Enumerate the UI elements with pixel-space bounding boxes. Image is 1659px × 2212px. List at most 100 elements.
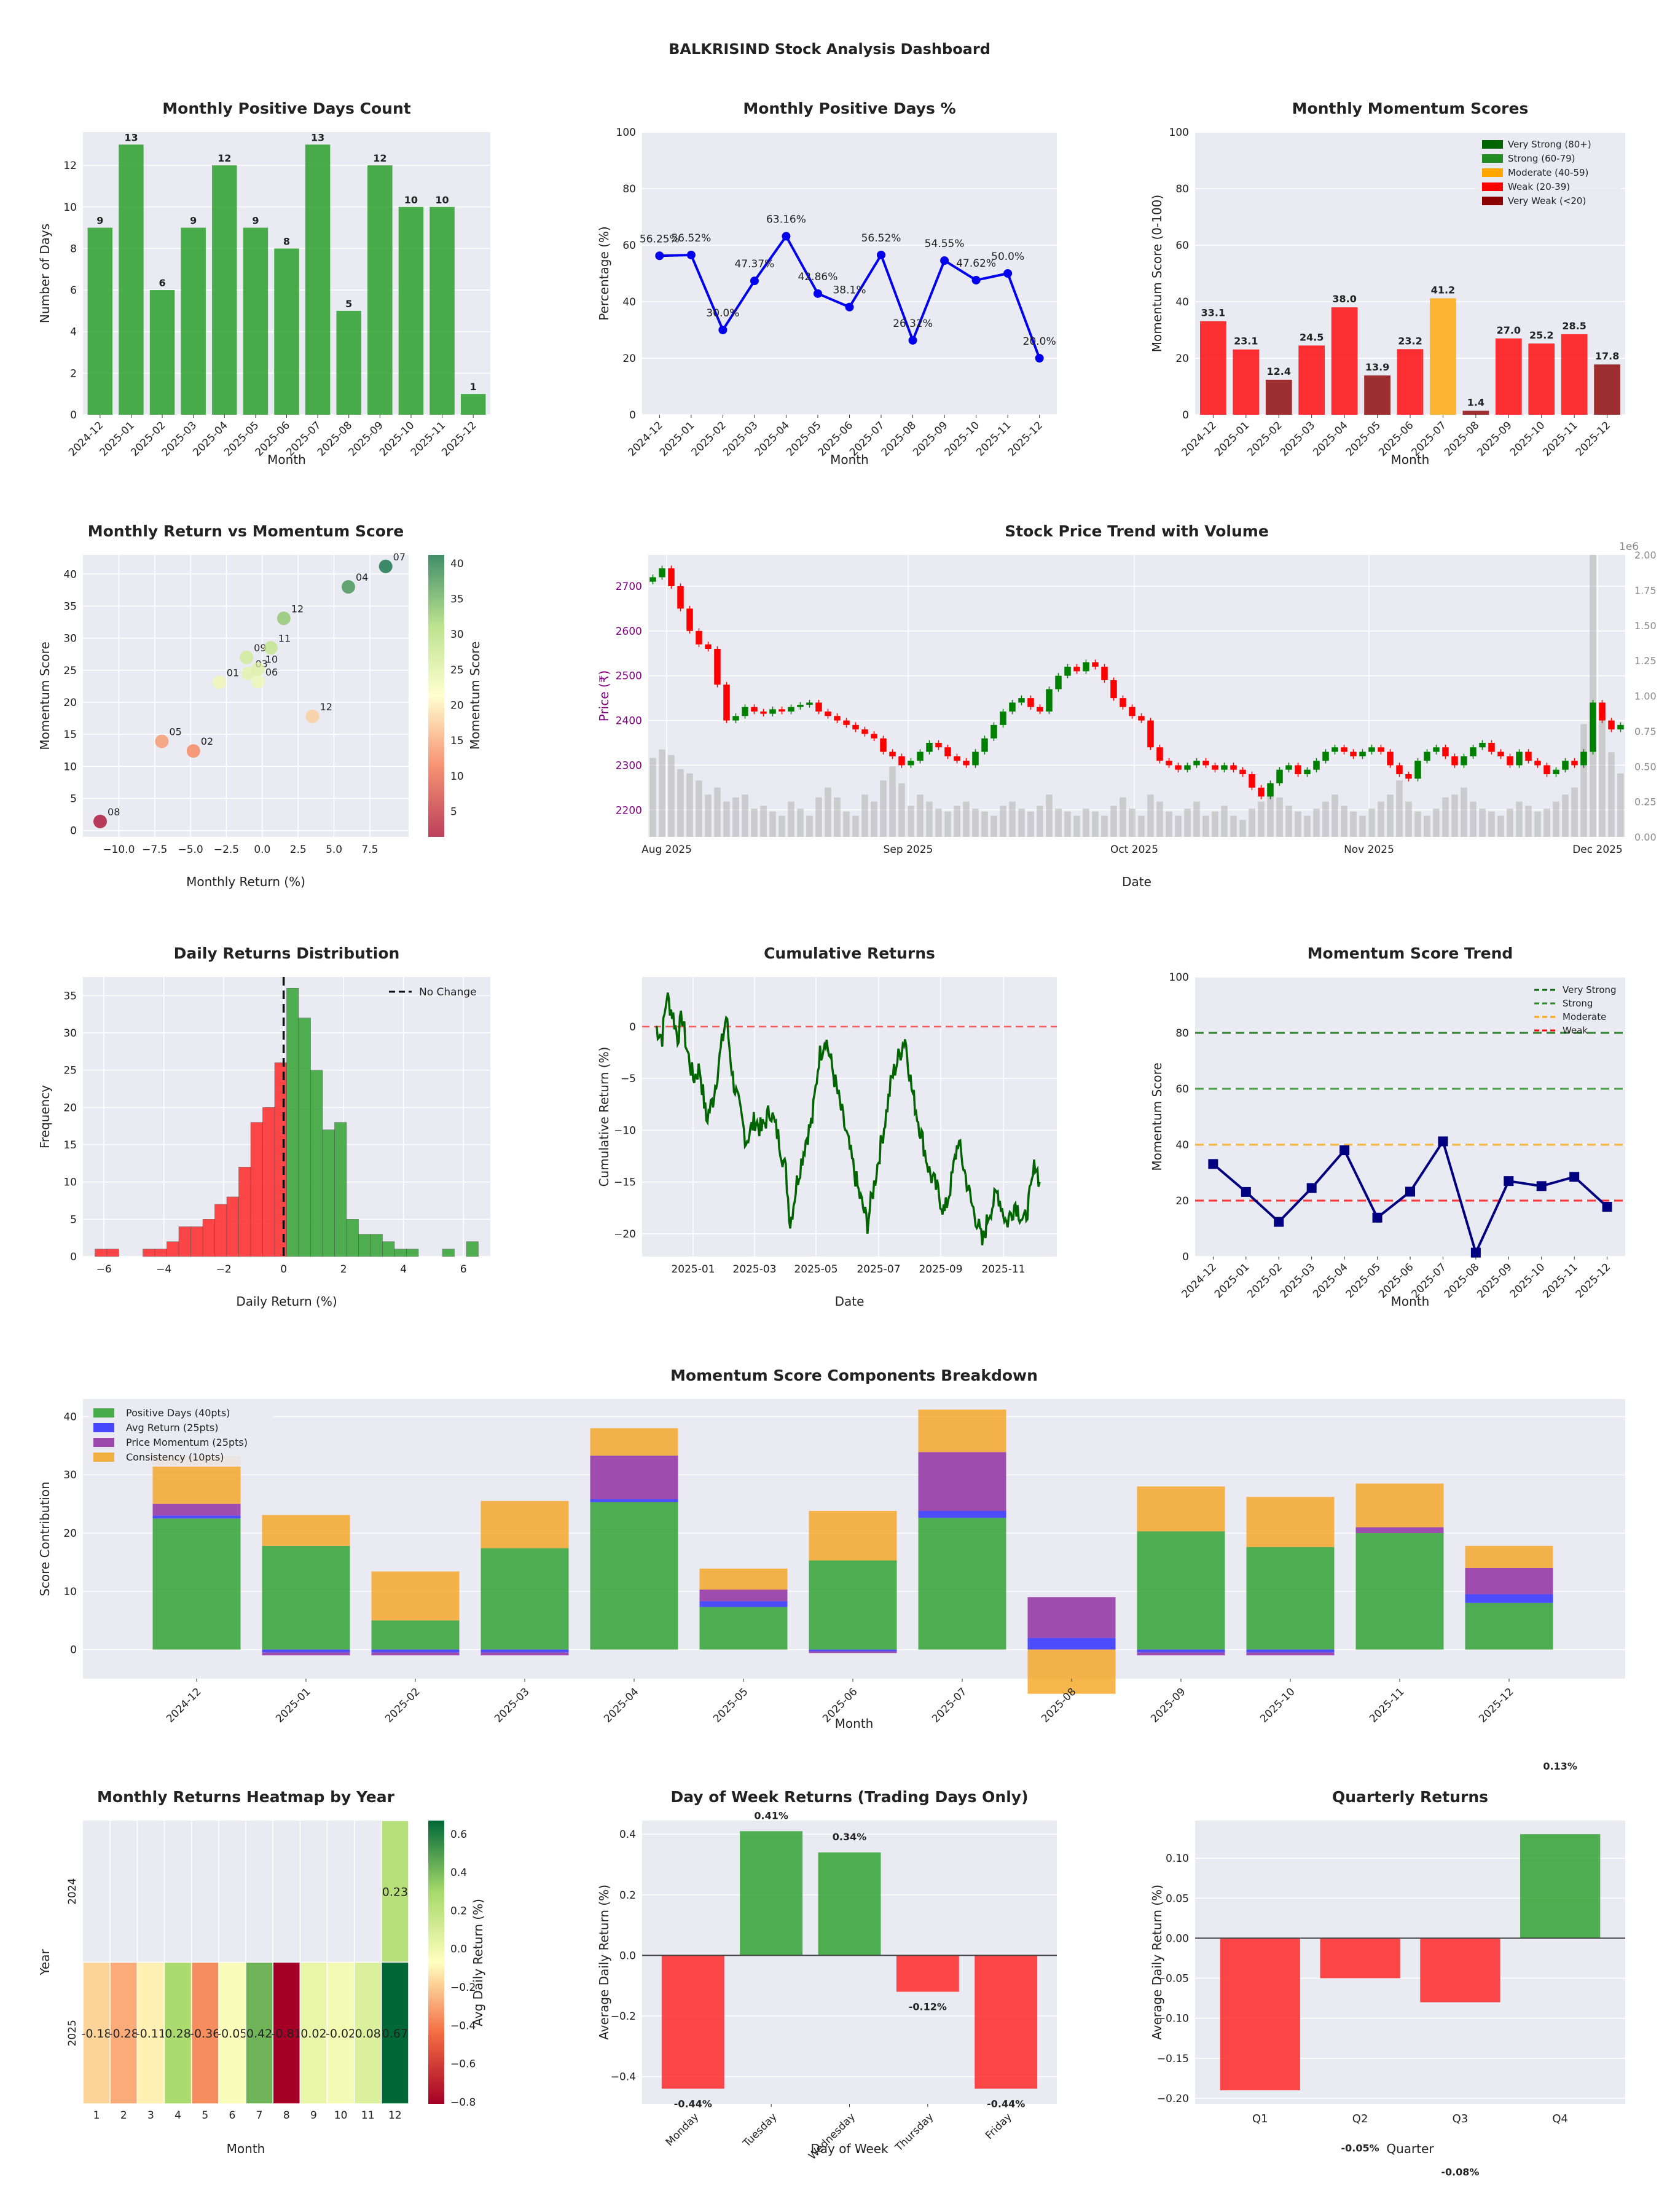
dist-ytick: 25 (63, 1065, 77, 1077)
price-candle (1267, 783, 1274, 797)
price-ytick: 2300 (616, 759, 642, 772)
trend-ytick: 60 (1175, 1083, 1189, 1096)
price-candle (834, 716, 841, 721)
dow-ytick: 0.2 (619, 1889, 636, 1902)
price-volume-bar (1387, 794, 1394, 837)
pos-pct-point (655, 251, 664, 261)
trend-xtick: 2025-12 (1574, 1261, 1613, 1300)
price-volume-bar (1249, 809, 1255, 837)
price-candle (1534, 761, 1541, 766)
heatmap-xtick: 7 (256, 2109, 263, 2122)
pos-count-bar (149, 290, 175, 415)
dist-bin (202, 1219, 215, 1257)
momentum-bar (1495, 338, 1522, 415)
price-volume-bar (834, 797, 841, 837)
dow-bar (818, 1852, 881, 1956)
price-candle (751, 707, 758, 712)
scatter-xtick: −5.0 (178, 844, 203, 856)
momentum-title: Monthly Momentum Scores (1292, 100, 1529, 117)
price-candle (1507, 756, 1513, 766)
price-volume-bar (1175, 815, 1182, 837)
scatter-point-label: 02 (201, 735, 213, 747)
trend-xtick: 2025-01 (1212, 1261, 1252, 1300)
pos-pct-plot-area (642, 132, 1057, 415)
price-candle (1322, 751, 1329, 761)
price-ylabel: Price (₹) (597, 670, 611, 721)
price-vol-tick: 0.00 (1634, 831, 1657, 843)
momentum-xtick: 2025-02 (1245, 419, 1284, 458)
components-ytick: 30 (63, 1469, 77, 1481)
scatter-plot-area (83, 555, 409, 837)
price-volume-bar (742, 794, 748, 837)
scatter-ylabel: Momentum Score (37, 641, 52, 750)
price-volume-bar (981, 811, 988, 837)
price-volume-bar (1590, 555, 1596, 837)
components-segment (590, 1502, 678, 1650)
price-volume-bar (779, 815, 785, 837)
scatter-colorbar (428, 555, 444, 837)
trend-plot-area (1195, 977, 1625, 1257)
momentum-xtick: 2025-11 (1540, 419, 1580, 458)
price-candle (1202, 761, 1209, 766)
components-segment (262, 1652, 350, 1656)
pos-count-ytick: 4 (70, 326, 77, 339)
components-segment (152, 1504, 241, 1516)
momentum-bar-label: 41.2 (1431, 284, 1455, 296)
price-volume-bar (1230, 815, 1237, 837)
momentum-ytick: 20 (1175, 353, 1189, 365)
cum-ytick: −10 (614, 1124, 636, 1137)
pos-pct-xlabel: Month (830, 452, 869, 467)
dow-xlabel: Day of Week (810, 2141, 888, 2156)
pos-count-bar-label: 8 (283, 235, 290, 247)
components-segment (371, 1649, 460, 1653)
price-candle (815, 702, 822, 712)
pos-pct-point-label: 42.86% (798, 271, 838, 283)
pos-count-bar (305, 144, 331, 415)
heatmap-cell-label: 0.28 (165, 2027, 190, 2041)
trend-legend-label: Weak (1563, 1025, 1588, 1036)
price-candle (732, 716, 739, 721)
pos-count-bar-label: 5 (345, 298, 352, 310)
scatter-point-label: 12 (291, 603, 304, 614)
price-candle (769, 709, 776, 714)
quarterly-xtick: Q2 (1352, 2112, 1368, 2125)
dist-ytick: 0 (70, 1251, 77, 1263)
pos-count-ylabel: Number of Days (37, 224, 52, 323)
dist-bin (394, 1249, 407, 1257)
price-candle (760, 712, 767, 714)
components-segment (152, 1518, 241, 1650)
momentum-legend-swatch (1482, 182, 1503, 191)
dist-bin (226, 1196, 239, 1257)
price-volume-bar (1553, 801, 1559, 837)
price-volume-bar (944, 811, 951, 837)
quarterly-xtick: Q4 (1552, 2112, 1568, 2125)
dist-bin (167, 1241, 179, 1257)
price-candle (1249, 774, 1255, 788)
components-xtick: 2025-10 (1258, 1685, 1297, 1725)
quarterly-ytick: 0.10 (1166, 1853, 1189, 1865)
dist-bin (190, 1226, 203, 1257)
price-candle (981, 738, 988, 752)
dist-bin (154, 1249, 167, 1257)
pos-count-bar (274, 248, 299, 415)
quarterly-ytick: 0.05 (1166, 1892, 1189, 1905)
heatmap-xtick: 9 (310, 2109, 317, 2122)
pos-count-bar (429, 206, 455, 415)
components-segment (590, 1499, 678, 1502)
price-volume-bar (1055, 809, 1062, 837)
price-volume-bar (1534, 811, 1541, 837)
scatter-point (341, 580, 355, 594)
price-candle (1129, 707, 1135, 716)
pos-count-ytick: 2 (70, 367, 77, 380)
components-xtick: 2025-02 (383, 1685, 422, 1725)
price-volume-bar (1193, 801, 1200, 837)
components-ytick: 20 (63, 1528, 77, 1540)
components-segment (371, 1620, 460, 1650)
price-candle (1156, 747, 1163, 761)
momentum-ytick: 100 (1169, 127, 1189, 139)
price-candle (1359, 751, 1366, 756)
momentum-bar (1233, 349, 1260, 415)
pos-count-bar-label: 9 (252, 215, 259, 227)
price-candle (1599, 702, 1606, 721)
price-candle (1064, 667, 1071, 676)
